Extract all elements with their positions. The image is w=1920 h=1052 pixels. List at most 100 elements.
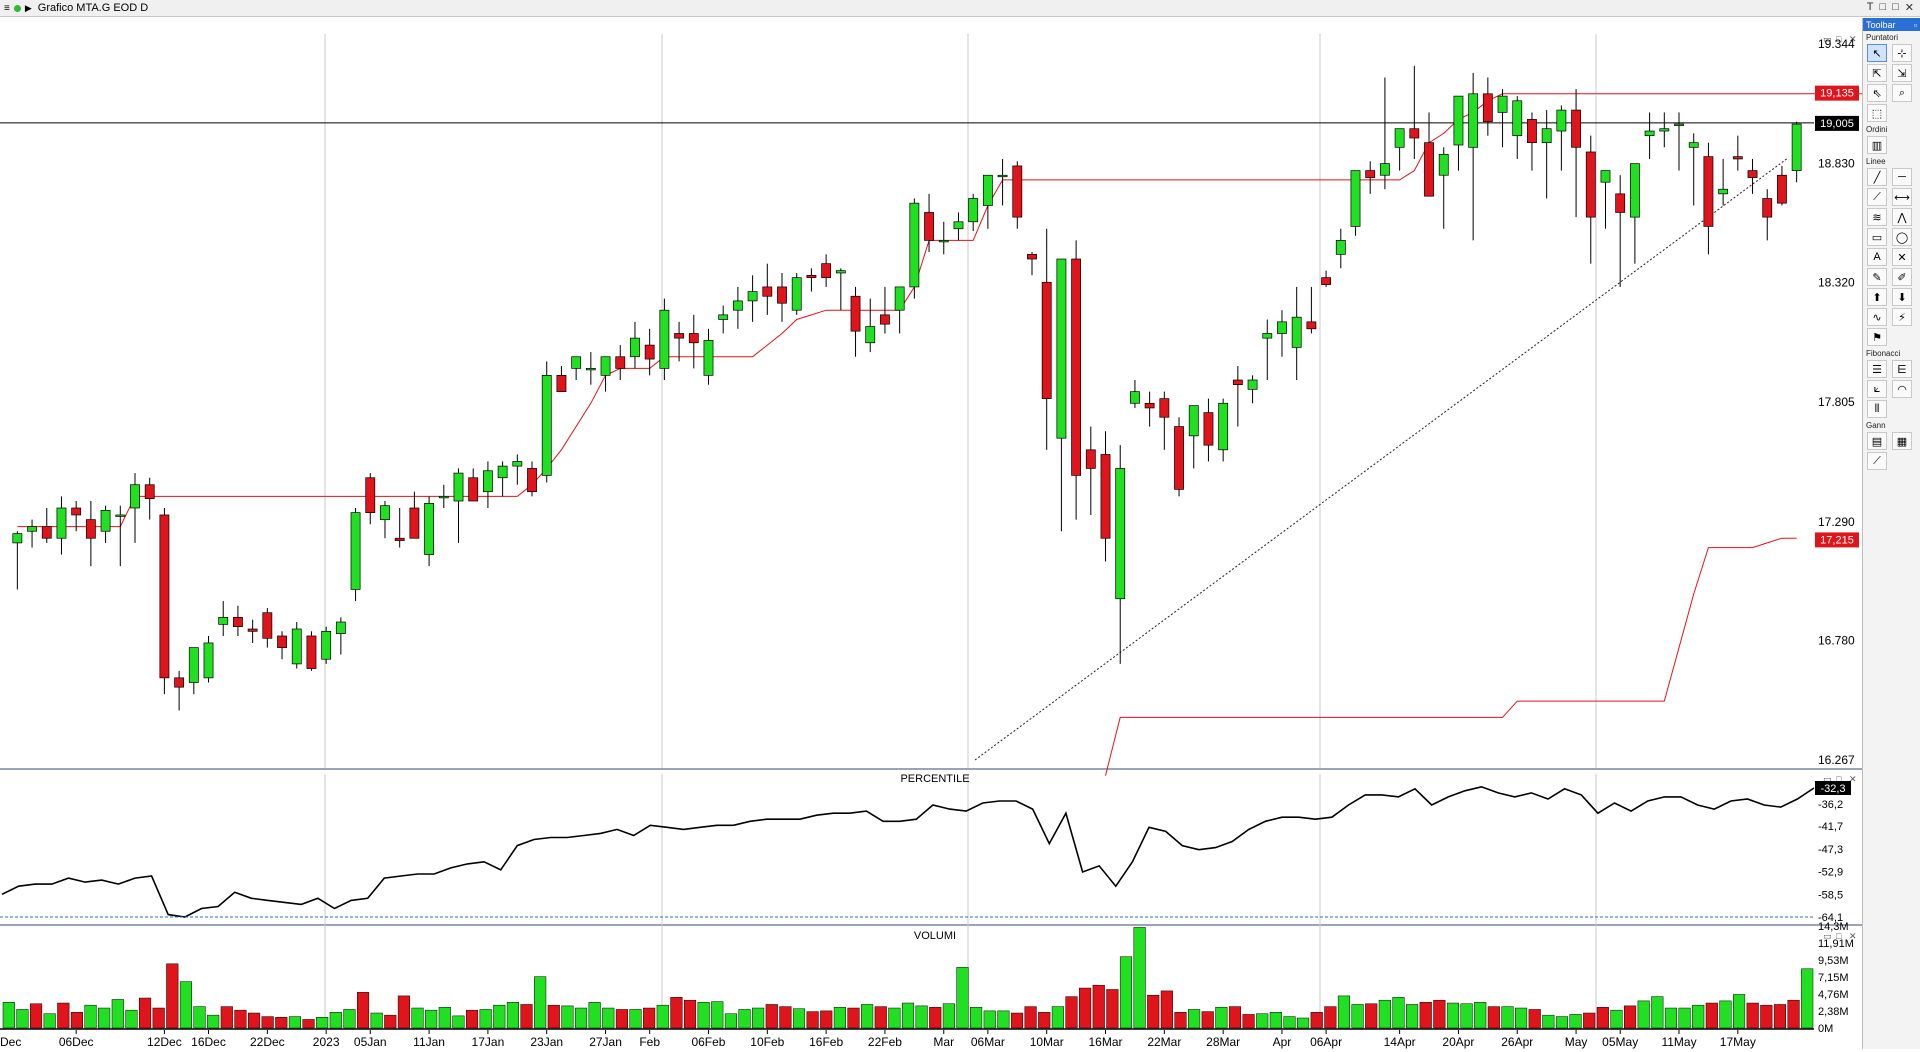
price-flag-label: 19,135 (1820, 88, 1854, 100)
select-rect-icon[interactable]: ⬚ (1867, 104, 1887, 122)
volume-bar (724, 1013, 737, 1029)
signal-icon[interactable]: ⚡ (1892, 308, 1912, 326)
fibonacci-fan-icon[interactable]: ⟀ (1867, 380, 1887, 398)
candle-body (1041, 281, 1052, 399)
ellipse-icon[interactable]: ◯ (1892, 228, 1912, 246)
volume-bar (98, 1007, 111, 1029)
volume-bar (970, 1007, 983, 1029)
horizontal-ray-icon[interactable]: ⟷ (1892, 188, 1912, 206)
pointer-move-icon[interactable]: ⇲ (1892, 64, 1912, 82)
pointer-arrow-icon[interactable]: ↖ (1867, 44, 1887, 62)
volume-bar (479, 1009, 492, 1029)
gann-grid-icon[interactable]: ▤ (1867, 432, 1887, 450)
volume-bar (152, 1007, 165, 1029)
rectangle-icon[interactable]: ▭ (1867, 228, 1887, 246)
price-flag (1815, 115, 1859, 131)
candle-body (262, 612, 273, 639)
flag-icon[interactable]: ⚑ (1867, 328, 1887, 346)
volume-bar (493, 1004, 506, 1029)
zoom-icon[interactable]: ⌕ (1892, 84, 1912, 102)
volume-axis-label: 11,91M (1818, 938, 1854, 950)
arrow-up-icon[interactable]: ⬆ (1867, 288, 1887, 306)
horizontal-line-icon[interactable]: ─ (1892, 168, 1912, 186)
pencil-icon[interactable]: ✎ (1867, 268, 1887, 286)
candle-body (41, 526, 52, 539)
date-axis-label: 22Feb (868, 1035, 902, 1049)
volume-bar (329, 1012, 342, 1029)
order-chart-icon[interactable]: ▥ (1867, 136, 1887, 154)
window-control-text[interactable]: T (1866, 1, 1874, 13)
panel-window-button: ✕ (1849, 774, 1857, 784)
polyline-icon[interactable]: ⋀ (1892, 208, 1912, 226)
volume-bar (602, 1007, 615, 1029)
volume-bar (1174, 1012, 1187, 1029)
volume-bar (1365, 1003, 1378, 1029)
ray-line-icon[interactable]: ⟋ (1867, 188, 1887, 206)
maximize-icon[interactable]: □ (1892, 1, 1899, 13)
volume-bar (629, 1009, 642, 1029)
candle-body (1718, 188, 1729, 195)
text-icon[interactable]: A (1867, 248, 1887, 266)
candle-body (1615, 193, 1626, 213)
gann-box-icon[interactable]: ▦ (1892, 432, 1912, 450)
volume-bar (861, 1004, 874, 1029)
play-icon[interactable]: ▶ (24, 2, 32, 13)
menu-icon[interactable]: ≡ (4, 2, 10, 14)
candle-body (1247, 379, 1258, 390)
candle-body (909, 202, 920, 288)
fibonacci-arc-icon[interactable]: ◠ (1892, 380, 1912, 398)
fibonacci-time-icon[interactable]: ⦀ (1867, 400, 1887, 418)
pointer-select-icon[interactable]: ⇱ (1867, 64, 1887, 82)
date-axis-label: 2023 (313, 1035, 340, 1049)
volume-bar (2, 1002, 15, 1029)
candle-body (203, 642, 214, 679)
candle-body (1644, 130, 1655, 137)
candle-body (394, 537, 405, 541)
toolbar-section-label: Puntatori (1866, 33, 1899, 42)
toolbar-section-label: Ordini (1866, 125, 1888, 134)
arrow-down-icon[interactable]: ⬇ (1892, 288, 1912, 306)
volume-axis-label: 4,76M (1818, 989, 1849, 1001)
candle-body (806, 274, 817, 278)
fibonacci-retracement-icon[interactable]: ☰ (1867, 360, 1887, 378)
channel-icon[interactable]: ≋ (1867, 208, 1887, 226)
window-buttons: T □ □ ✕ (1867, 1, 1914, 14)
candle-body (821, 263, 832, 278)
volume-bar (1474, 1002, 1487, 1029)
price-axis-label: 16.267 (1818, 753, 1855, 767)
toolbar-pin-icon[interactable]: ▫ (1913, 19, 1917, 30)
candle-body (1629, 163, 1640, 218)
candle-body (1262, 333, 1273, 339)
crosshair-pointer-icon[interactable]: ⊹ (1892, 44, 1912, 62)
wave-icon[interactable]: ∿ (1867, 308, 1887, 326)
trendline-icon[interactable]: ╱ (1867, 168, 1887, 186)
toolbar-section-label: Gann (1866, 421, 1886, 430)
date-axis-label: 20Apr (1442, 1035, 1474, 1049)
volume-bar (288, 1016, 301, 1029)
gann-fan-icon[interactable]: ⟋ (1867, 452, 1887, 470)
volume-bar (1487, 1006, 1500, 1029)
chart-area[interactable]: PERCENTILE VOLUMI ▭ □ ✕ ▭ □ ✕ ▭ □ ✕ 19.344 18.830 18.… (0, 18, 1885, 1049)
volume-bar (806, 1011, 819, 1029)
date-axis-label: Mar (933, 1035, 954, 1049)
volume-bar (1133, 927, 1146, 1029)
toolbar-header[interactable]: Toolbar ▫ (1863, 18, 1920, 31)
volume-bar (847, 1007, 860, 1029)
candle-body (1291, 316, 1302, 348)
volume-bar (1406, 1004, 1419, 1029)
pointer-delete-icon[interactable]: ⇖ (1867, 84, 1887, 102)
volume-bar (16, 1009, 29, 1029)
candle-body (1085, 449, 1096, 469)
volume-bar (70, 1012, 83, 1029)
candle-body (100, 509, 111, 532)
minimize-icon[interactable]: □ (1879, 1, 1887, 13)
highlighter-icon[interactable]: ✐ (1892, 268, 1912, 286)
fibonacci-extension-icon[interactable]: ⋿ (1892, 360, 1912, 378)
cross-lines-icon[interactable]: ✕ (1892, 248, 1912, 266)
date-axis-label: 12Dec (147, 1035, 182, 1049)
price-flag (1815, 85, 1859, 101)
volume-bar (1310, 1012, 1323, 1029)
candle-body (1541, 128, 1552, 144)
close-icon[interactable]: ✕ (1904, 2, 1914, 14)
